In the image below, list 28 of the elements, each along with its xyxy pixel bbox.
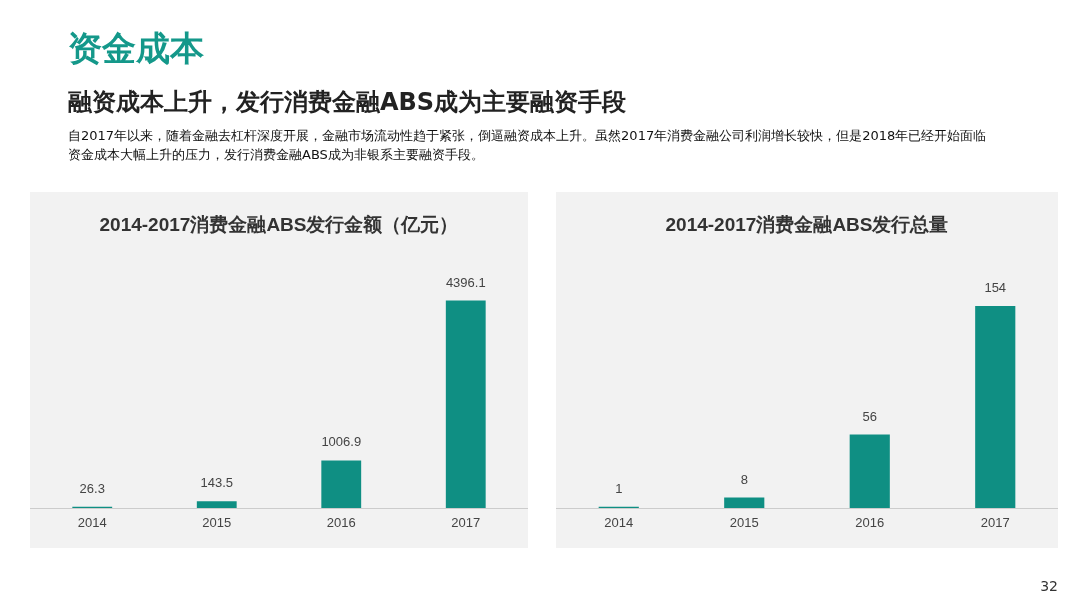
text: 自2017年以来，随着金融去杠杆深度开展，金融市场流动性趋于紧张，倒逼融资成本上升。虽然2017年消费金融公司利润增长较快，但是2018年已经开始面临资金成本大幅上升的压力，发行消费金融ABS成为非银系主要融资手段。 (68, 127, 988, 164)
x-tick-label: 2017 (980, 515, 1010, 530)
data-label: 4396.1 (445, 274, 486, 290)
chart-title: 2014-2017消费金融ABS发行总量 (665, 214, 949, 235)
data-label: 8 (740, 471, 748, 487)
x-tick-label: 2014 (604, 515, 634, 530)
text: 32 (1040, 578, 1058, 594)
x-tick-label: 2015 (202, 515, 232, 530)
x-tick-label: 2016 (326, 515, 356, 530)
data-label: 143.5 (200, 475, 234, 491)
bar (321, 460, 362, 508)
x-tick-label: 2017 (451, 515, 481, 530)
x-tick-label: 2016 (855, 515, 885, 530)
bar (724, 497, 765, 508)
data-label: 1 (615, 480, 623, 496)
data-label: 154 (984, 280, 1007, 296)
bar (196, 501, 237, 508)
text: 资金成本 (68, 27, 204, 70)
bar (849, 434, 890, 508)
data-label: 56 (862, 408, 877, 424)
data-label: 1006.9 (321, 434, 362, 450)
chart-title: 2014-2017消费金融ABS发行金额（亿元） (99, 214, 459, 235)
data-label: 26.3 (79, 480, 105, 496)
text: 融资成本上升，发行消费金融ABS成为主要融资手段 (68, 87, 627, 118)
bar (975, 306, 1016, 508)
x-tick-label: 2014 (77, 515, 107, 530)
x-tick-label: 2015 (729, 515, 759, 530)
bar (445, 300, 486, 508)
